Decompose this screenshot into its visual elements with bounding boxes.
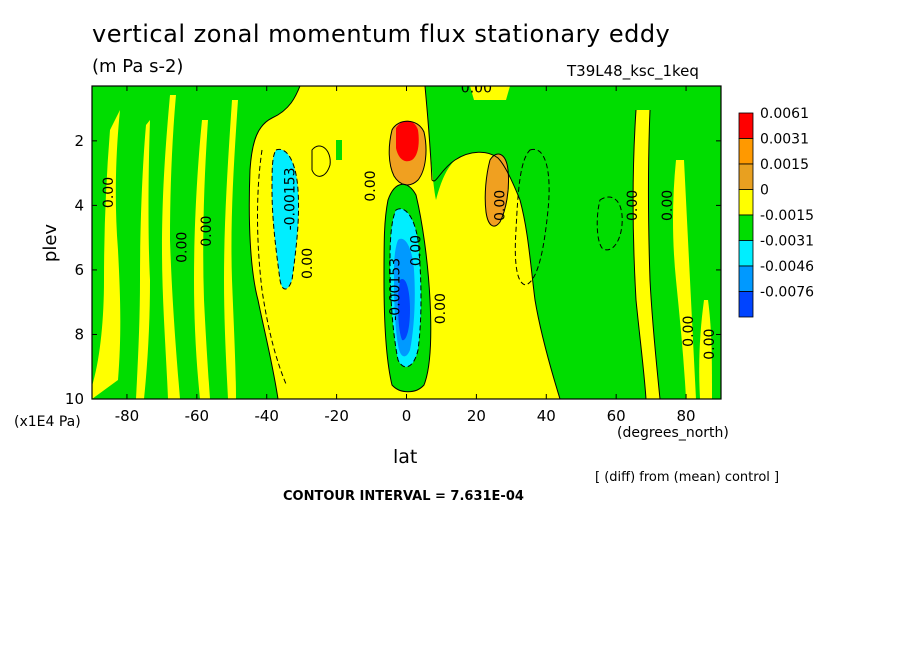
contour-label: 0.00	[681, 316, 697, 347]
contour-fills: 0.000.000.000.00-0.001530.000.00-0.00153…	[92, 80, 721, 399]
y-axis-label: plev	[40, 224, 61, 263]
y-tick-label: 6	[74, 261, 84, 279]
contour-label: 0.00	[660, 190, 676, 221]
contour-label: -0.00153	[283, 167, 299, 230]
fill-red-eq	[396, 120, 419, 162]
contour-label: 0.00	[363, 170, 379, 201]
y-tick-label: 10	[65, 390, 84, 408]
fill-green-small	[336, 140, 342, 160]
x-axis-label: lat	[393, 446, 418, 468]
contour-label: 0.00	[408, 235, 424, 266]
contour-label: 0.00	[101, 177, 117, 208]
fill-yellow-strip-1	[92, 110, 121, 399]
y-tick-label: 8	[74, 325, 84, 343]
legend-swatch	[738, 291, 754, 318]
fill-yellow-top	[470, 86, 510, 100]
fill-yellow-strip-5	[224, 100, 238, 399]
y-axis-unit: (x1E4 Pa)	[14, 414, 81, 430]
legend-label: 0.0061	[760, 106, 809, 122]
contour-label: 0.00	[300, 248, 316, 279]
contour-line	[484, 153, 509, 227]
chart-title: vertical zonal momentum flux stationary …	[92, 20, 671, 48]
contour-line-neg	[257, 149, 287, 385]
legend-swatch	[738, 138, 754, 165]
y-tick-label: 4	[74, 196, 84, 214]
legend-swatch	[738, 189, 754, 216]
x-tick-label: 60	[607, 407, 626, 425]
fill-yellow-strip-6	[633, 110, 660, 399]
fill-orange-nh	[485, 154, 509, 227]
contour-line-neg	[271, 148, 300, 290]
x-tick-label: -40	[254, 407, 279, 425]
fill-yellow-strip-7	[673, 160, 696, 399]
contour-label: 0.00	[199, 216, 215, 247]
x-tick-label: 20	[467, 407, 486, 425]
x-tick-label: -80	[115, 407, 140, 425]
contour-line	[248, 86, 301, 399]
contour-line-neg	[514, 148, 550, 286]
legend-label: 0.0015	[760, 157, 809, 173]
contour-line	[648, 109, 661, 399]
contour-labels: 0.000.000.000.00-0.001530.000.00-0.00153…	[101, 80, 718, 360]
contour-line	[388, 120, 427, 186]
fill-yellow-strip-3	[162, 95, 180, 399]
legend-swatch	[738, 265, 754, 292]
contour-line	[383, 183, 432, 393]
fill-yellow-strip-2	[136, 120, 150, 399]
legend-swatch	[738, 240, 754, 267]
legend-swatch	[738, 214, 754, 241]
contour-label: 0.00	[433, 293, 449, 324]
contour-label: 0.00	[461, 80, 492, 96]
x-tick-label: 80	[677, 407, 696, 425]
contour-label: 0.00	[492, 190, 508, 221]
legend-swatch	[738, 112, 754, 139]
contour-interval: CONTOUR INTERVAL = 7.631E-04	[283, 489, 524, 504]
contour-line	[632, 109, 647, 399]
legend-label: -0.0046	[760, 259, 814, 275]
fill-blue-eq	[398, 279, 410, 341]
fill-yellow-strip-8	[699, 300, 712, 399]
x-axis-unit: (degrees_north)	[617, 425, 729, 441]
contour-label: 0.00	[625, 190, 641, 221]
legend-label: -0.0015	[760, 208, 814, 224]
contour-label: 0.00	[702, 329, 718, 360]
color-legend: 0.0061 0.0031 0.0015 0 -0.0015 -0.0031 -0.0046…	[738, 106, 814, 318]
x-tick-label: -60	[185, 407, 210, 425]
contour-label: 0.00	[174, 232, 190, 263]
x-tick-label: 40	[537, 407, 556, 425]
contour-line-neg	[596, 196, 623, 251]
legend-label: 0	[760, 183, 769, 199]
legend-label: -0.0076	[760, 285, 814, 301]
fill-cyan-sh	[272, 149, 299, 289]
chart-units: (m Pa s-2)	[92, 56, 184, 77]
y-tick-label: 2	[74, 132, 84, 150]
x-tick-label: 0	[402, 407, 412, 425]
fill-yellow-strip-4	[194, 120, 210, 399]
x-tick-label: -20	[324, 407, 349, 425]
legend-label: 0.0031	[760, 132, 809, 148]
contour-line	[311, 145, 331, 177]
contour-label: -0.00153	[388, 258, 404, 321]
legend-swatch	[738, 163, 754, 190]
contour-line-neg	[389, 208, 422, 368]
legend-label: -0.0031	[760, 234, 814, 250]
x-axis-ticks: -80 -60 -40 -20 0 20 40 60 80	[115, 86, 696, 425]
difference-note: [ (diff) from (mean) control ]	[595, 470, 780, 485]
run-name: T39L48_ksc_1keq	[567, 62, 699, 80]
contour-line	[424, 86, 561, 399]
y-axis-ticks: 2 4 6 8 10	[65, 132, 721, 408]
